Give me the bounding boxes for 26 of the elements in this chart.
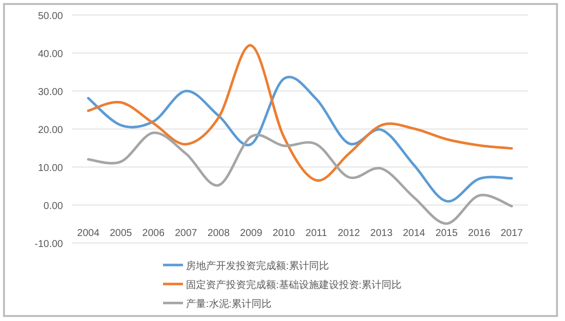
y-tick-label: 10.00 — [38, 163, 64, 174]
x-tick-label: 2005 — [110, 228, 132, 239]
x-tick-label: 2014 — [402, 228, 426, 239]
x-tick-label: 2009 — [240, 228, 263, 239]
legend-label: 固定资产投资完成额:基础设施建设投资:累计同比 — [186, 279, 402, 291]
x-tick-label: 2010 — [272, 228, 296, 239]
y-tick-label: 0.00 — [44, 201, 64, 212]
line-series — [87, 132, 513, 225]
x-tick-label: 2008 — [207, 228, 230, 239]
x-tick-label: 2007 — [174, 228, 198, 239]
x-tick-label: 2006 — [142, 228, 165, 239]
y-tick-label: 30.00 — [38, 87, 64, 98]
legend-label: 房地产开发投资完成额:累计同比 — [186, 260, 329, 272]
legend-label: 产量:水泥:累计同比 — [186, 298, 272, 310]
x-tick-label: 2012 — [338, 228, 360, 239]
x-tick-label: 2013 — [370, 228, 393, 239]
x-tick-label: 2011 — [306, 228, 328, 239]
y-tick-label: 20.00 — [38, 125, 64, 136]
x-tick-label: 2015 — [435, 228, 458, 239]
x-tick-label: 2017 — [500, 228, 524, 239]
line-series — [87, 44, 513, 182]
y-tick-label: -10.00 — [34, 239, 64, 250]
y-tick-label: 50.00 — [38, 11, 64, 22]
y-tick-label: 40.00 — [38, 49, 64, 60]
x-tick-label: 2004 — [77, 228, 100, 239]
x-tick-label: 2016 — [468, 228, 491, 239]
